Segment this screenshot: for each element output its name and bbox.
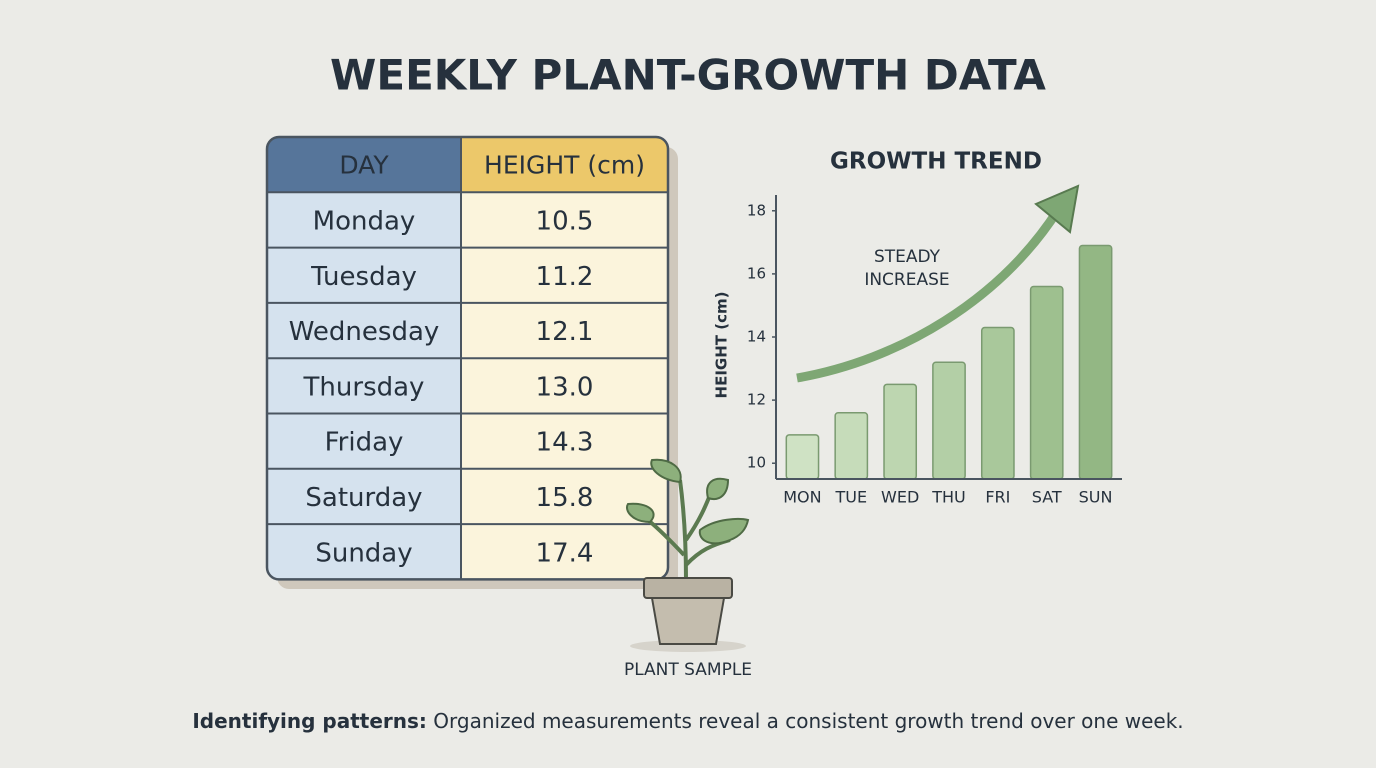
bar [834,411,869,480]
header-height-bg [461,137,668,193]
annotation: STEADY [874,247,941,267]
x-tick-label: FRI [985,488,1010,507]
annotation: INCREASE [864,270,949,290]
y-tick-label: 14 [747,328,766,346]
leaf [650,458,682,484]
leaf [706,477,730,500]
pot-rim [643,577,733,599]
leaf [626,502,655,524]
x-tick-label: SUN [1079,488,1113,507]
table-header: DAY [339,151,389,180]
height-cell: 15.8 [536,483,594,513]
height-cell: 10.5 [536,206,594,236]
day-cell: Tuesday [310,262,417,292]
height-cell: 13.0 [536,372,594,402]
day-cell: Friday [325,428,404,458]
caption: Identifying patterns: Organized measurem… [192,709,1183,733]
bar-chart: GROWTH TREND HEIGHT (cm) STEADY INCREASE… [713,149,1122,507]
height-cell: 12.1 [536,317,594,347]
trend-arrowhead [1034,184,1080,234]
day-column-bg [267,192,461,580]
leaf [698,518,750,545]
table-border [265,135,670,581]
table-header: HEIGHT (cm) [484,151,645,180]
x-tick-label: MON [783,488,821,507]
x-tick-label: THU [931,488,966,507]
day-cell: Thursday [303,372,425,402]
day-cell: Wednesday [289,317,440,347]
day-cell: Sunday [315,538,412,568]
height-cell: 14.3 [536,428,594,458]
plant-label: PLANT SAMPLE [624,660,752,680]
x-tick-label: TUE [834,488,867,507]
day-cell: Saturday [305,483,422,513]
y-tick-label: 16 [747,264,766,282]
bar [980,326,1015,480]
page-title: WEEKLY PLANT-GROWTH DATA [330,51,1046,100]
y-tick-label: 18 [747,201,766,219]
bar [1078,244,1113,480]
caption-label: Identifying patterns: [192,709,427,733]
height-cell: 11.2 [536,262,594,292]
pot [650,597,726,645]
plant-stem [646,479,731,581]
y-tick-label: 12 [747,391,766,409]
trend-arrow [796,207,1062,383]
y-tick-label: 10 [747,454,766,472]
x-tick-label: SAT [1032,488,1062,507]
x-tick-label: WED [881,488,919,507]
data-table: DAY HEIGHT (cm) Monday 10.5 Tuesday 11.2 Wedne… [265,135,678,589]
bar [932,361,966,480]
header-day-bg [267,137,461,193]
bar [1029,285,1064,480]
bar [785,434,820,480]
chart-title: GROWTH TREND [830,149,1042,175]
height-cell: 17.4 [536,538,594,568]
y-axis-label: HEIGHT (cm) [713,292,731,399]
day-cell: Monday [313,206,416,236]
plant-illustration [626,458,750,652]
bar [883,383,918,480]
caption-text: Organized measurements reveal a consiste… [433,709,1183,733]
